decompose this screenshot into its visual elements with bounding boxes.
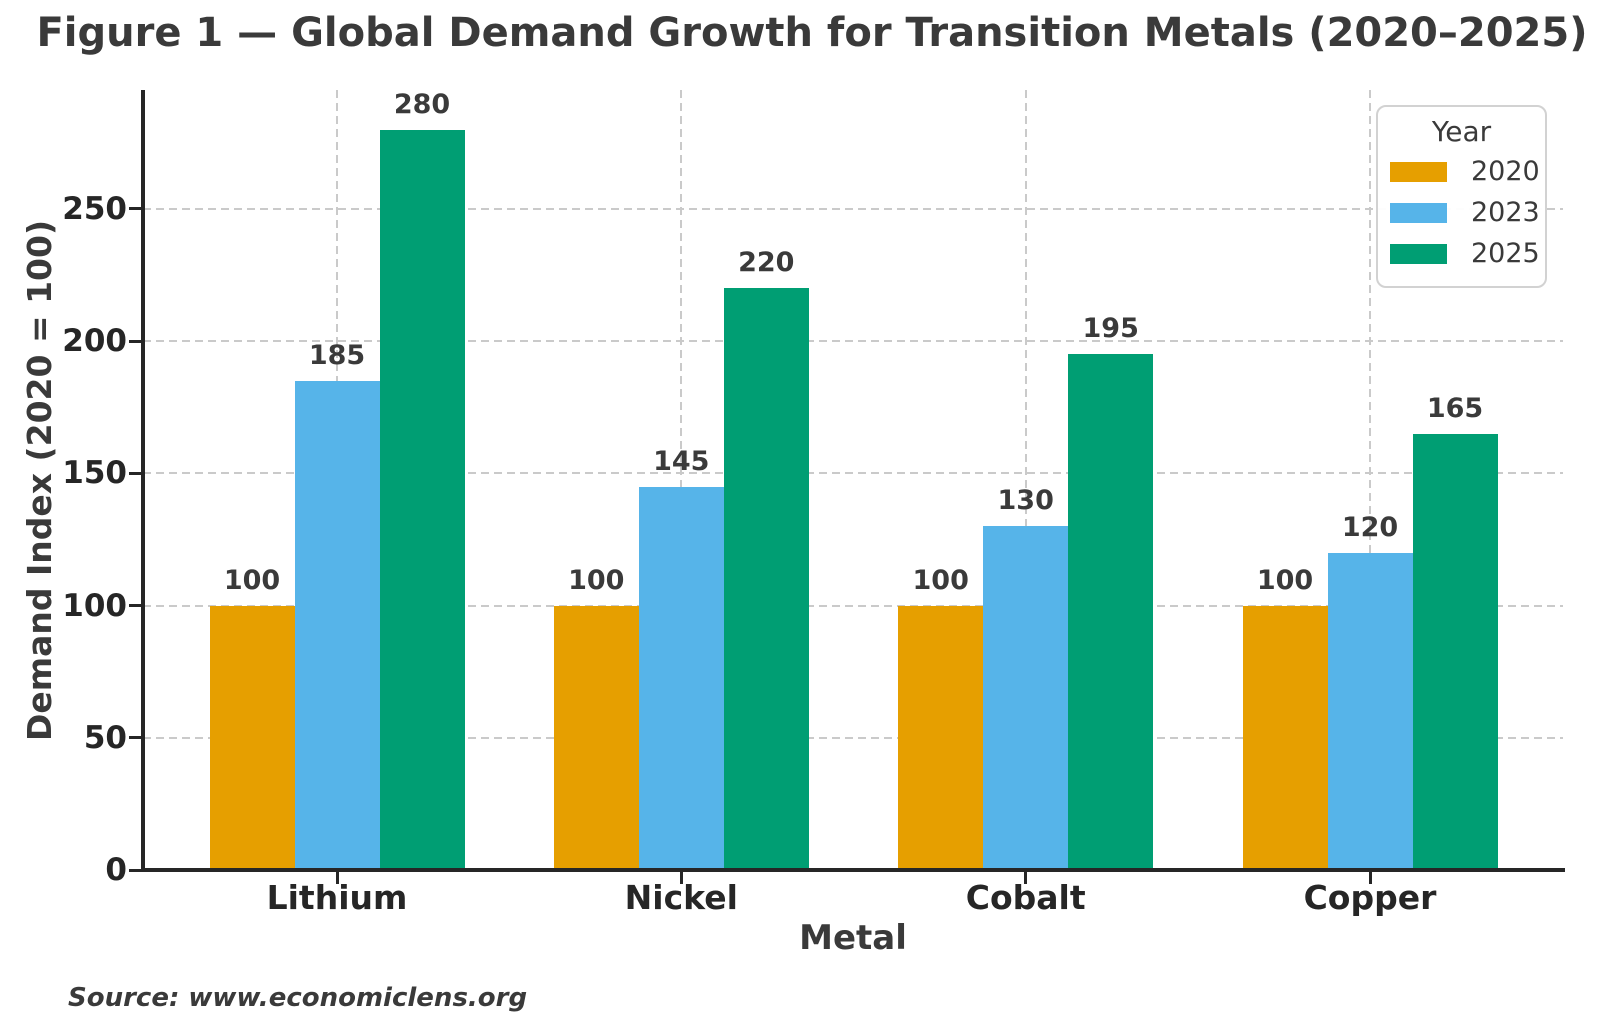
- gridline-vertical: [680, 90, 683, 870]
- bar-2020-nickel: [553, 605, 639, 870]
- bar-2023-lithium: [294, 380, 380, 870]
- bar-value-label: 100: [223, 564, 281, 596]
- bar-value-label: 165: [1426, 392, 1484, 424]
- legend-label: 2020: [1471, 156, 1540, 187]
- bar-2025-cobalt: [1068, 354, 1154, 870]
- bar-value-label: 280: [393, 88, 451, 120]
- gridline-vertical: [1024, 90, 1027, 870]
- gridline-horizontal: [143, 736, 1563, 739]
- x-tick-label: Cobalt: [965, 878, 1086, 917]
- legend-title: Year: [1431, 115, 1492, 148]
- legend-label: 2023: [1471, 197, 1540, 228]
- bar-2023-copper: [1327, 552, 1413, 870]
- x-tick-mark: [1368, 872, 1372, 884]
- bar-value-label: 220: [738, 247, 795, 279]
- y-tick-label: 150: [62, 455, 127, 492]
- bar-2023-nickel: [638, 486, 724, 870]
- gridline-horizontal: [143, 340, 1563, 343]
- gridline-horizontal: [143, 604, 1563, 607]
- bar-value-label: 100: [1256, 564, 1314, 596]
- bar-2020-lithium: [209, 605, 295, 870]
- y-tick-mark: [129, 736, 142, 740]
- gridline-horizontal: [143, 472, 1563, 475]
- bar-value-label: 195: [1082, 313, 1139, 345]
- bar-2020-cobalt: [898, 605, 984, 870]
- y-tick-mark: [129, 604, 142, 608]
- plot-area: 100 100 100 100 185 145 130 120 280 220 195 165: [143, 88, 1563, 870]
- chart-title: Figure 1 — Global Demand Growth for Tran…: [36, 10, 1588, 56]
- x-tick-label: Copper: [1303, 878, 1437, 917]
- y-tick-mark: [129, 339, 142, 343]
- y-axis-spine: [141, 90, 145, 872]
- source-note: Source: www.economiclens.org: [68, 983, 528, 1013]
- legend-item: 2025: [1390, 233, 1540, 274]
- x-axis-spine: [141, 868, 1565, 872]
- gridline-vertical: [1369, 90, 1371, 870]
- bar-value-label: 185: [308, 339, 366, 371]
- bar-value-label: 100: [912, 564, 969, 596]
- x-tick-mark: [1024, 872, 1028, 884]
- legend-item: 2020: [1390, 151, 1540, 192]
- bar-value-label: 100: [568, 564, 625, 596]
- legend-label: 2025: [1471, 238, 1540, 269]
- bar-value-label: 145: [653, 445, 710, 477]
- bar-2025-lithium: [379, 129, 465, 870]
- legend-swatch-2020: [1390, 161, 1447, 182]
- x-tick-label: Nickel: [624, 878, 738, 917]
- bar-2025-nickel: [723, 288, 809, 870]
- x-axis-label: Metal: [799, 918, 907, 958]
- legend-item: 2023: [1390, 192, 1540, 233]
- bar-2023-cobalt: [983, 526, 1069, 870]
- legend-swatch-2023: [1390, 202, 1447, 223]
- y-tick-label: 0: [105, 852, 127, 888]
- bar-value-label: 120: [1341, 511, 1399, 543]
- y-tick-label: 250: [62, 190, 127, 227]
- legend-swatch-2025: [1390, 243, 1447, 264]
- bar-2020-copper: [1242, 605, 1328, 870]
- bar-2025-copper: [1412, 433, 1498, 870]
- x-tick-mark: [335, 872, 339, 884]
- y-tick-label: 100: [62, 587, 127, 624]
- bar-value-label: 130: [997, 485, 1054, 517]
- x-tick-mark: [679, 872, 683, 884]
- gridline-horizontal: [143, 207, 1563, 210]
- x-tick-label: Lithium: [266, 878, 408, 917]
- y-tick-mark: [129, 471, 142, 475]
- y-tick-label: 200: [62, 323, 127, 360]
- y-tick-mark: [129, 207, 142, 211]
- legend: Year 2020 2023 2025: [1376, 105, 1547, 288]
- y-tick-mark: [129, 868, 142, 872]
- y-tick-label: 50: [83, 719, 127, 756]
